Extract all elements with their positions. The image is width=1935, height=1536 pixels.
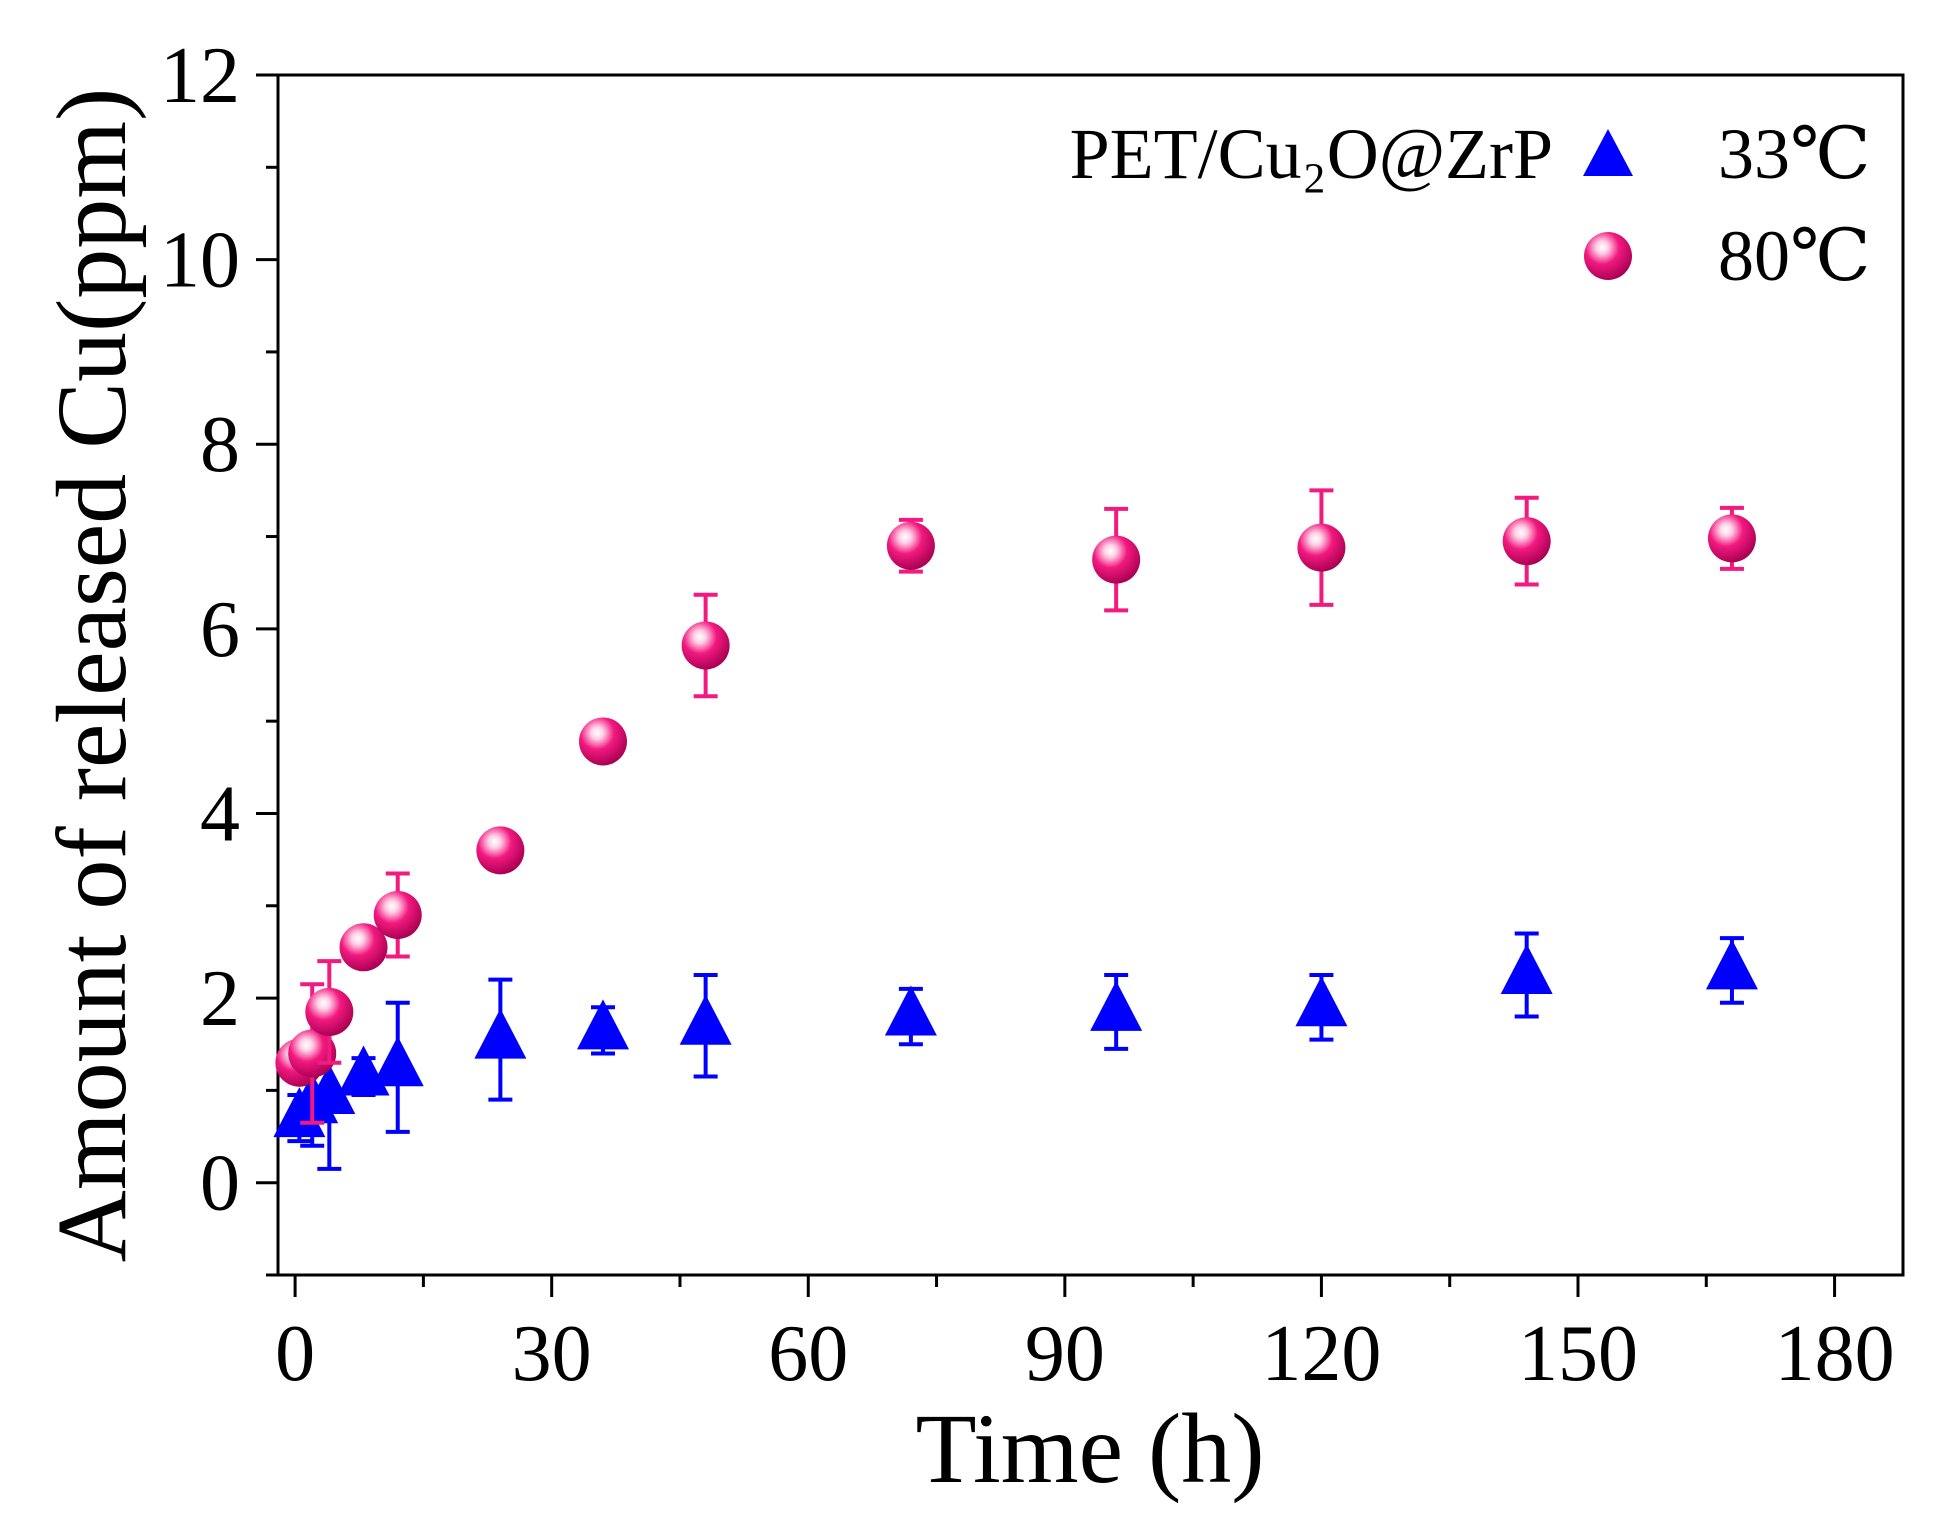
sphere-point-5 xyxy=(476,826,525,875)
triangle-point-6 xyxy=(577,999,629,1050)
sphere-point-3 xyxy=(339,923,388,972)
y-tick-label-6: 6 xyxy=(200,586,240,674)
sphere-point-2 xyxy=(305,987,354,1036)
triangle-point-9 xyxy=(1090,980,1143,1031)
y-tick-label-4: 4 xyxy=(200,770,240,858)
sphere-point-12 xyxy=(1707,514,1756,563)
series-layer xyxy=(273,488,1758,1171)
x-tick-label-30: 30 xyxy=(512,1310,592,1398)
triangle-point-4 xyxy=(371,1036,424,1087)
sphere-point-11 xyxy=(1502,517,1551,566)
x-tick-label-0: 0 xyxy=(275,1310,315,1398)
series-sphere-80 xyxy=(275,488,1756,1125)
legend-triangle-marker xyxy=(1583,129,1633,176)
y-tick-label-12: 12 xyxy=(160,32,240,120)
ticks-layer: 0 30 60 90 120 150 180 0 2 4 6 8 10 12 xyxy=(160,32,1895,1398)
legend-sphere-marker xyxy=(1584,232,1632,280)
x-tick-label-60: 60 xyxy=(768,1310,848,1398)
sphere-point-8 xyxy=(886,521,935,570)
sphere-point-1 xyxy=(288,1029,337,1078)
plot-frame xyxy=(276,73,1905,1277)
sphere-point-10 xyxy=(1297,523,1346,572)
sphere-point-7 xyxy=(681,621,730,670)
y-tick-label-2: 2 xyxy=(200,955,240,1043)
sphere-point-4 xyxy=(373,891,422,939)
y-tick-label-0: 0 xyxy=(200,1140,240,1228)
legend-title: PET/Cu₂O@ZrP xyxy=(1070,114,1553,194)
x-tick-label-180: 180 xyxy=(1775,1310,1895,1398)
x-axis-label: Time (h) xyxy=(915,1393,1264,1504)
legend-label-80: 80℃ xyxy=(1718,216,1871,296)
y-tick-label-10: 10 xyxy=(160,217,240,305)
y-tick-label-8: 8 xyxy=(200,401,240,489)
triangle-point-2 xyxy=(303,1064,356,1114)
legend-label-33: 33℃ xyxy=(1718,114,1871,194)
legend: PET/Cu₂O@ZrP 33℃ 80℃ xyxy=(1070,114,1871,296)
triangle-point-10 xyxy=(1295,976,1348,1027)
triangle-point-8 xyxy=(884,985,937,1036)
triangle-point-7 xyxy=(679,994,732,1045)
sphere-point-6 xyxy=(579,717,627,766)
triangle-point-5 xyxy=(474,1008,527,1059)
triangle-point-12 xyxy=(1705,939,1758,990)
triangle-point-11 xyxy=(1500,944,1553,994)
x-tick-label-150: 150 xyxy=(1518,1310,1638,1398)
sphere-point-9 xyxy=(1092,535,1141,584)
x-tick-label-120: 120 xyxy=(1261,1310,1381,1398)
y-axis-label: Amount of released Cu(ppm) xyxy=(36,88,147,1263)
x-tick-label-90: 90 xyxy=(1025,1310,1105,1398)
